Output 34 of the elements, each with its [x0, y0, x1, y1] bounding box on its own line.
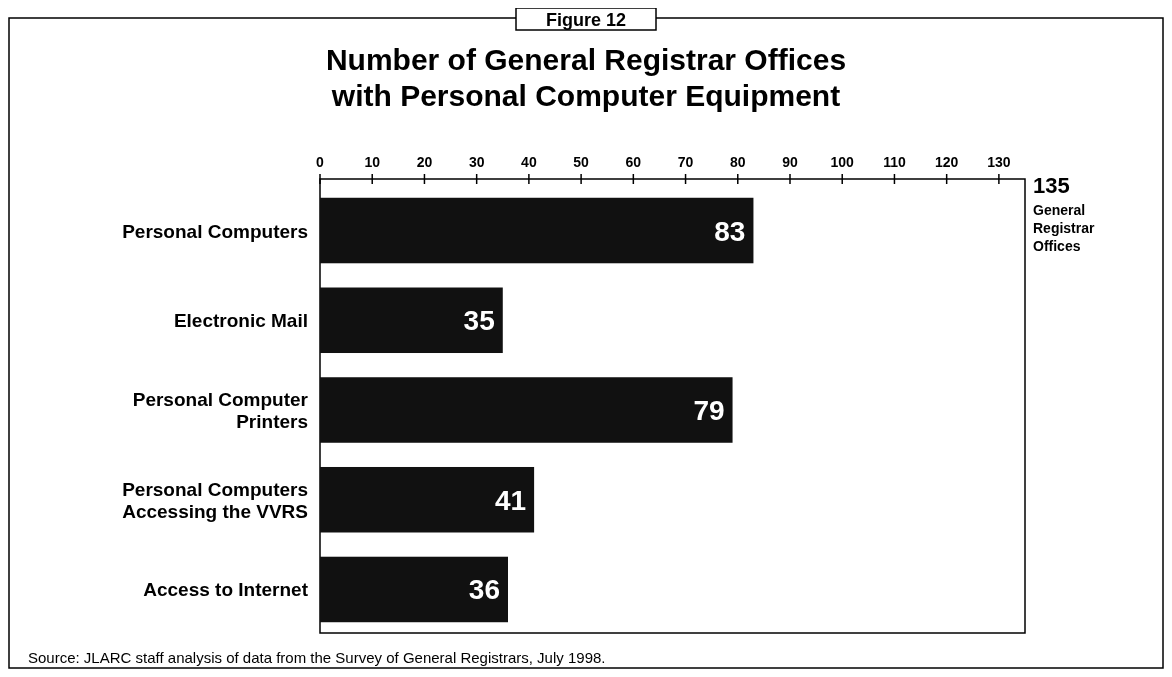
x-tick-label: 60	[625, 154, 642, 170]
x-tick-label: 100	[830, 154, 855, 170]
x-tick-label: 120	[934, 154, 959, 170]
x-tick-label: 40	[521, 154, 537, 170]
x-tick-label: 0	[316, 154, 325, 170]
x-tick-label: 50	[573, 154, 590, 170]
x-tick-label: 110	[883, 154, 906, 170]
text: General Registrar Offices	[1033, 202, 1096, 254]
bar	[320, 287, 503, 354]
data-label: 36	[468, 574, 500, 606]
data-label: 83	[714, 215, 746, 247]
x-tick-label: 30	[468, 154, 485, 170]
x-tick-label: 90	[782, 154, 798, 170]
x-tick-label: 70	[677, 154, 694, 170]
source-note: Source: JLARC staff analysis of data from the Survey of General Registrars, July 1998.	[28, 649, 606, 666]
data-label: 35	[463, 305, 495, 337]
x-tick-label: 20	[416, 154, 433, 170]
y-tick-label: Personal Computers	[122, 220, 308, 242]
bar	[320, 197, 754, 264]
y-tick-label: Electronic Mail	[173, 310, 308, 332]
text: 135	[1033, 173, 1070, 198]
bar	[320, 556, 508, 623]
data-label: 41	[494, 484, 527, 516]
y-tick-label: Access to Internet	[143, 579, 309, 601]
data-label: 79	[693, 395, 725, 426]
caption: Figure 12	[545, 10, 627, 30]
chart-title: Number of General Registrar Offices with Personal Computer Equipment	[325, 43, 847, 112]
x-tick-label: 10	[364, 154, 381, 170]
x-tick-label: 130	[987, 154, 1011, 170]
y-tick-label: Personal Computers Accessing the VVRS	[122, 478, 308, 522]
bar	[320, 377, 733, 443]
bar	[320, 466, 535, 533]
y-tick-label: Personal Computer Printers	[132, 389, 309, 432]
x-tick-label: 80	[729, 154, 746, 170]
